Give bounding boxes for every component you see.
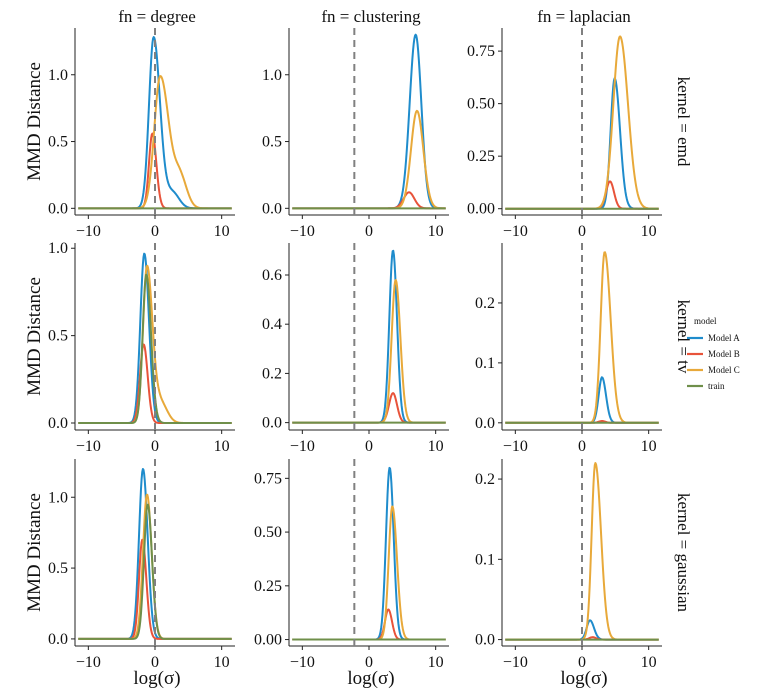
x-tick-label: −10 <box>503 654 528 671</box>
series-line-train <box>77 273 233 425</box>
legend-label: Model A <box>708 333 740 343</box>
x-tick-label: −10 <box>76 223 101 240</box>
x-tick-label: −10 <box>76 438 101 455</box>
x-tick-label: 0 <box>151 223 159 240</box>
facet-column-label: fn = laplacian <box>537 7 631 26</box>
x-tick-label: 0 <box>365 223 373 240</box>
y-tick-label: 0.1 <box>475 551 495 568</box>
y-tick-label: 0.1 <box>475 355 495 372</box>
series-line-model-b <box>291 191 447 210</box>
x-tick-label: 10 <box>214 223 230 240</box>
y-tick-label: 1.0 <box>48 240 68 257</box>
x-tick-label: 10 <box>428 654 444 671</box>
y-tick-label: 0.2 <box>475 471 495 488</box>
y-tick-label: 0.0 <box>475 632 495 649</box>
y-tick-label: 0.00 <box>467 201 495 218</box>
y-tick-label: 0.0 <box>48 415 68 432</box>
x-tick-label: 10 <box>641 438 657 455</box>
facet-column-label: fn = clustering <box>321 7 421 26</box>
x-tick-label: 10 <box>214 654 230 671</box>
y-tick-label: 0.00 <box>254 632 282 649</box>
x-tick-label: −10 <box>290 223 315 240</box>
series-line-model-a <box>291 33 447 210</box>
facet-column-label: fn = degree <box>118 7 196 26</box>
series-line-model-c <box>504 35 660 210</box>
x-axis-title: log(σ) <box>560 668 607 689</box>
legend-label: Model C <box>708 365 740 375</box>
series-line-model-a <box>291 466 447 641</box>
y-tick-label: 1.0 <box>262 67 282 84</box>
y-tick-label: 0.25 <box>467 148 495 165</box>
facet-row-label: kernel = gaussian <box>674 493 693 613</box>
series-line-model-b <box>77 538 233 640</box>
y-tick-label: 0.2 <box>262 365 282 382</box>
y-tick-label: 0.6 <box>262 267 282 284</box>
x-tick-label: 10 <box>428 223 444 240</box>
legend-label: Model B <box>708 349 740 359</box>
y-axis-title: MMD Distance <box>24 493 45 612</box>
y-tick-label: 0.0 <box>475 415 495 432</box>
x-tick-label: 0 <box>578 223 586 240</box>
y-tick-label: 0.75 <box>467 43 495 60</box>
y-tick-label: 0.5 <box>48 560 68 577</box>
x-tick-label: 10 <box>641 654 657 671</box>
y-tick-label: 0.5 <box>48 328 68 345</box>
y-tick-label: 0.75 <box>254 470 282 487</box>
x-tick-label: 10 <box>428 438 444 455</box>
x-tick-label: 0 <box>365 438 373 455</box>
y-tick-label: 1.0 <box>48 67 68 84</box>
y-tick-label: 0.2 <box>475 295 495 312</box>
y-tick-label: 0.5 <box>262 134 282 151</box>
y-tick-label: 0.5 <box>48 134 68 151</box>
facet-row-label: kernel = emd <box>674 77 693 167</box>
legend-label: train <box>708 381 725 391</box>
y-tick-label: 0.0 <box>262 415 282 432</box>
x-tick-label: 0 <box>578 438 586 455</box>
y-tick-label: 0.25 <box>254 578 282 595</box>
facet-row-label: kernel = tv <box>674 300 693 374</box>
y-tick-label: 0.0 <box>48 631 68 648</box>
x-tick-label: −10 <box>290 654 315 671</box>
x-axis-title: log(σ) <box>347 668 394 689</box>
x-tick-label: −10 <box>290 438 315 455</box>
x-tick-label: −10 <box>503 223 528 240</box>
y-axis-title: MMD Distance <box>24 62 45 181</box>
y-tick-label: 0.4 <box>262 316 282 333</box>
x-tick-label: 10 <box>214 438 230 455</box>
x-axis-title: log(σ) <box>133 668 180 689</box>
series-line-model-c <box>504 251 660 424</box>
y-tick-label: 1.0 <box>48 489 68 506</box>
x-tick-label: 0 <box>151 654 159 671</box>
x-tick-label: 0 <box>151 438 159 455</box>
x-tick-label: −10 <box>503 438 528 455</box>
y-tick-label: 0.0 <box>48 200 68 217</box>
legend-title: model <box>694 316 717 326</box>
y-axis-title: MMD Distance <box>24 277 45 396</box>
series-line-model-b <box>291 608 447 641</box>
x-tick-label: −10 <box>76 654 101 671</box>
series-line-model-c <box>291 505 447 641</box>
y-tick-label: 0.50 <box>254 524 282 541</box>
y-tick-label: 0.0 <box>262 200 282 217</box>
x-tick-label: 0 <box>365 654 373 671</box>
series-line-model-b <box>291 392 447 424</box>
x-tick-label: 10 <box>641 223 657 240</box>
x-tick-label: 0 <box>578 654 586 671</box>
y-tick-label: 0.50 <box>467 96 495 113</box>
series-line-model-c <box>291 279 447 424</box>
series-line-model-a <box>291 249 447 424</box>
